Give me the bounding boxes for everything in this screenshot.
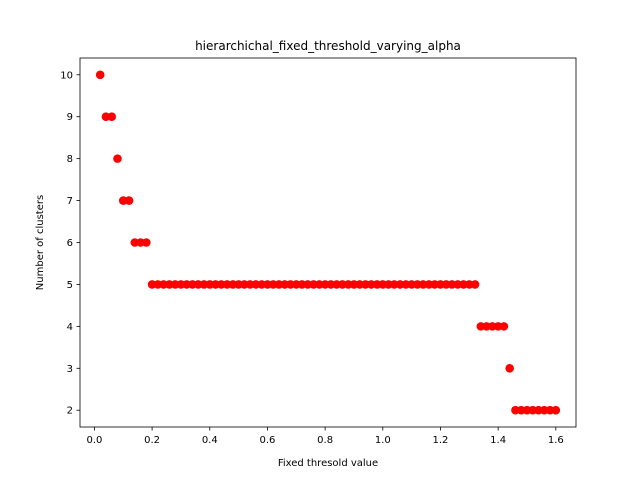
data-point xyxy=(505,364,514,373)
data-point xyxy=(500,322,509,331)
x-axis-label: Fixed thresold value xyxy=(278,458,378,469)
data-point xyxy=(471,280,480,289)
data-point xyxy=(113,154,122,163)
data-point xyxy=(552,406,561,415)
y-tick-label: 2 xyxy=(67,406,73,417)
y-tick-label: 9 xyxy=(67,112,73,123)
y-tick-label: 3 xyxy=(67,364,73,375)
y-tick-label: 4 xyxy=(67,322,73,333)
data-point xyxy=(107,112,116,121)
plot-area xyxy=(80,58,576,427)
data-point xyxy=(125,196,134,205)
x-tick-label: 1.6 xyxy=(548,435,564,446)
x-tick-label: 1.2 xyxy=(433,435,449,446)
x-tick-label: 0.0 xyxy=(86,435,102,446)
y-tick-label: 6 xyxy=(67,238,73,249)
y-axis-label: Number of clusters xyxy=(35,195,46,290)
y-tick-label: 8 xyxy=(67,154,73,165)
x-tick-label: 0.6 xyxy=(259,435,275,446)
x-tick-label: 0.8 xyxy=(317,435,333,446)
data-point xyxy=(142,238,151,247)
y-tick-label: 10 xyxy=(60,70,73,81)
x-tick-label: 0.2 xyxy=(144,435,160,446)
data-point xyxy=(96,70,105,79)
x-tick-label: 0.4 xyxy=(202,435,218,446)
y-tick-label: 5 xyxy=(67,280,73,291)
x-tick-label: 1.0 xyxy=(375,435,391,446)
chart-title: hierarchichal_fixed_threshold_varying_al… xyxy=(195,39,461,53)
x-tick-label: 1.4 xyxy=(490,435,506,446)
y-tick-label: 7 xyxy=(67,196,73,207)
